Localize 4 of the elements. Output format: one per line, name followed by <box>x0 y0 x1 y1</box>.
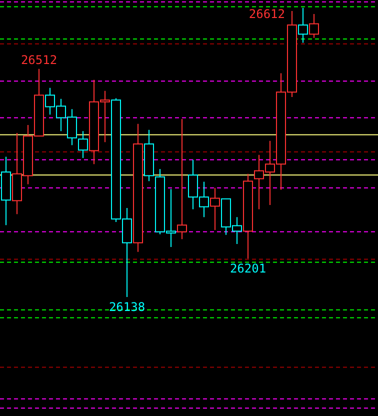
annotation: 26201 <box>230 262 266 276</box>
annotation: 26612 <box>248 6 285 21</box>
annotation: 26138 <box>108 300 146 314</box>
annotation: 26512 <box>20 52 58 67</box>
